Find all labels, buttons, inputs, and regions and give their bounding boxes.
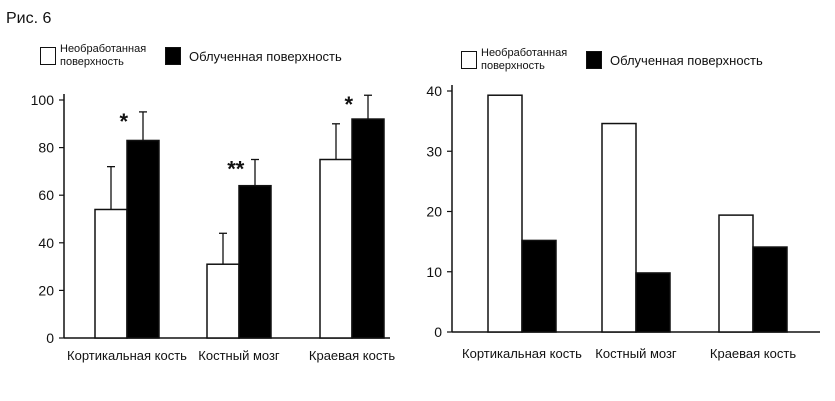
legend-open-label-2: Необработанная поверхность [481, 47, 568, 72]
y-tick-label: 60 [38, 187, 54, 203]
legend-solid-swatch-2 [586, 51, 602, 69]
legend-open-swatch [40, 47, 56, 65]
legend-solid-label-2: Облученная поверхность [610, 52, 763, 68]
bar-untreated [718, 214, 754, 333]
category-label: Костный мозг [595, 346, 677, 361]
legend-solid-swatch [165, 47, 181, 65]
y-tick-label: 30 [426, 143, 442, 159]
y-tick-label: 40 [426, 83, 442, 99]
y-tick-label: 20 [426, 204, 442, 220]
left-legend: Необработанная поверхность Облученная по… [40, 43, 342, 69]
legend-solid-label: Облученная поверхность [189, 48, 342, 64]
right-legend: Необработанная поверхность Облученная по… [461, 47, 763, 73]
bar-irradiated [238, 184, 272, 339]
legend-open-swatch-2 [461, 51, 477, 69]
significance-marker: ** [227, 157, 245, 182]
bar-irradiated [351, 118, 385, 339]
bar-irradiated [752, 246, 788, 333]
category-label: Костный мозг [198, 348, 280, 363]
bar-untreated [601, 122, 637, 333]
category-label: Кортикальная кость [462, 346, 582, 361]
figure-title: Рис. 6 [6, 10, 52, 27]
y-tick-label: 0 [46, 330, 54, 346]
bar-untreated [206, 263, 240, 339]
category-label: Краевая кость [309, 348, 395, 363]
y-tick-label: 80 [38, 140, 54, 156]
category-label: Кортикальная кость [67, 348, 187, 363]
category-label: Краевая кость [710, 346, 796, 361]
significance-marker: * [345, 92, 354, 117]
bar-irradiated [635, 272, 671, 333]
y-tick-label: 20 [38, 282, 54, 298]
bar-irradiated [521, 239, 557, 333]
y-tick-label: 40 [38, 235, 54, 251]
y-tick-label: 0 [434, 324, 442, 340]
bar-untreated [94, 208, 128, 339]
y-tick-label: 10 [426, 264, 442, 280]
bar-untreated [487, 94, 523, 333]
legend-open-label: Необработанная поверхность [60, 43, 147, 68]
y-tick-label: 100 [31, 92, 55, 108]
significance-marker: * [120, 109, 129, 134]
